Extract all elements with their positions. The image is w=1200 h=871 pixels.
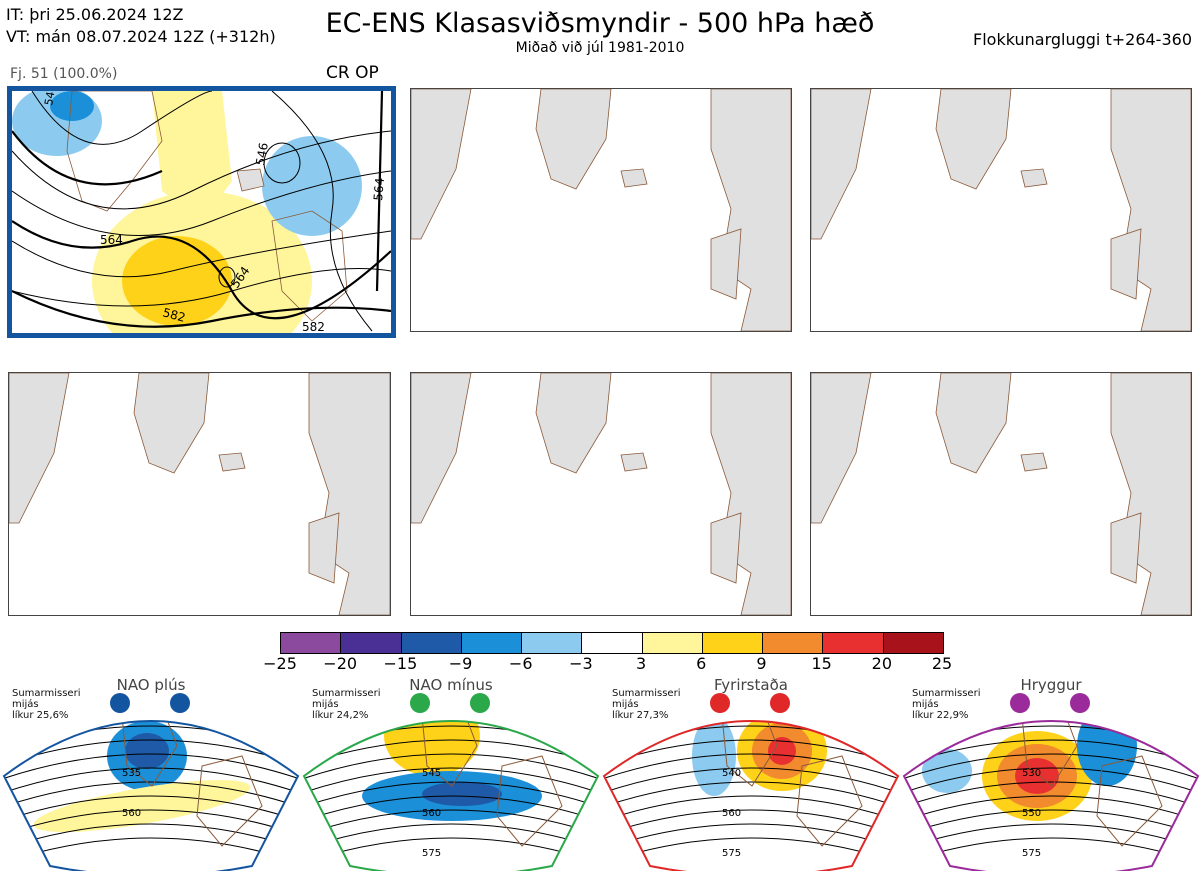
colorbar-swatch bbox=[461, 633, 523, 653]
colorbar-tick-label: 9 bbox=[756, 654, 767, 673]
colorbar-swatch bbox=[341, 633, 402, 653]
regime-note: Sumarmisseri mijás líkur 25,6% bbox=[12, 688, 81, 721]
regime-contour-label: 575 bbox=[1022, 848, 1041, 859]
regime-marker bbox=[710, 693, 730, 713]
page-subtitle: Miðað við júl 1981-2010 bbox=[515, 40, 685, 56]
regime-contour-label: 550 bbox=[1022, 808, 1041, 819]
cluster-map-4[interactable] bbox=[8, 372, 391, 616]
contour-label: 54 bbox=[42, 91, 57, 107]
colorbar-tick-label: 25 bbox=[931, 654, 953, 673]
regime-map[interactable]: 530 550 575 Hryggur Sumarmisseri mijás líkur 2… bbox=[902, 676, 1200, 871]
colorbar-tick-label: −9 bbox=[448, 654, 473, 673]
colorbar-tick-label: −6 bbox=[508, 654, 533, 673]
regime-contour-label: 575 bbox=[722, 848, 741, 859]
contour-label: 564 bbox=[371, 177, 387, 201]
classification-window: Flokkunargluggi t+264-360 bbox=[973, 30, 1192, 49]
regime-marker bbox=[1010, 693, 1030, 713]
regime-contour-label: 540 bbox=[722, 768, 741, 779]
colorbar-tick-label: −20 bbox=[323, 654, 358, 673]
page-title: EC-ENS Klasasviðsmyndir - 500 hPa hæð bbox=[325, 8, 875, 39]
valid-time: VT: mán 08.07.2024 12Z (+312h) bbox=[6, 27, 276, 46]
cluster-map-1[interactable]: 564 564 546 582 582 564 54 bbox=[7, 86, 396, 338]
regime-marker bbox=[410, 693, 430, 713]
regime-note: Sumarmisseri mijás líkur 24,2% bbox=[312, 688, 381, 721]
header-info: IT: þri 25.06.2024 12Z VT: mán 08.07.202… bbox=[6, 4, 276, 48]
regime-contour-label: 530 bbox=[1022, 768, 1041, 779]
regime-title: NAO mínus bbox=[409, 676, 493, 694]
cluster-map-6[interactable] bbox=[810, 372, 1192, 616]
initial-time: IT: þri 25.06.2024 12Z bbox=[6, 5, 184, 24]
regime-title: Fyrirstaða bbox=[714, 676, 788, 694]
contour-label: 582 bbox=[302, 320, 325, 333]
colorbar-swatch bbox=[401, 633, 462, 653]
colorbar-tick-label: 6 bbox=[696, 654, 707, 673]
regime-contour-label: 560 bbox=[422, 808, 441, 819]
colorbar-swatch bbox=[823, 633, 884, 653]
regime-map[interactable]: 540 560 575 Fyrirstaða Sumarmisseri mijás líku… bbox=[602, 676, 900, 871]
cluster-map-3[interactable] bbox=[810, 88, 1192, 332]
panel-1-tag: CR OP bbox=[326, 63, 379, 83]
colorbar-tick-label: 3 bbox=[635, 654, 647, 673]
contour-label: 582 bbox=[161, 305, 187, 324]
contour-label: 546 bbox=[253, 142, 271, 167]
colorbar-swatch bbox=[763, 633, 824, 653]
regime-contour-label: 545 bbox=[422, 768, 441, 779]
regime-marker bbox=[110, 693, 130, 713]
regime-marker bbox=[770, 693, 790, 713]
anomaly-colorbar bbox=[280, 632, 944, 654]
regime-contour-label: 535 bbox=[122, 768, 141, 779]
cluster-map-2[interactable] bbox=[410, 88, 792, 332]
regime-contour-label: 575 bbox=[422, 848, 441, 859]
panel-1-caption: Fj. 51 (100.0%) bbox=[10, 66, 118, 82]
regime-marker bbox=[1070, 693, 1090, 713]
regime-contour-label: 560 bbox=[122, 808, 141, 819]
cluster-map-5[interactable] bbox=[410, 372, 792, 616]
colorbar-tick-label: −25 bbox=[263, 654, 297, 673]
colorbar-swatch bbox=[642, 633, 703, 653]
colorbar-swatch bbox=[281, 633, 342, 653]
colorbar-swatch bbox=[702, 633, 764, 653]
regime-note: Sumarmisseri mijás líkur 27,3% bbox=[612, 688, 681, 721]
colorbar-tick-label: 20 bbox=[871, 654, 892, 673]
contour-label: 564 bbox=[100, 233, 123, 247]
regime-note: Sumarmisseri mijás líkur 22,9% bbox=[912, 688, 981, 721]
colorbar-ticks: −25 −20 −15 −9 −6 −3 3 6 9 15 20 25 bbox=[262, 654, 962, 674]
colorbar-tick-label: −15 bbox=[383, 654, 418, 673]
colorbar-swatch bbox=[883, 633, 943, 653]
regime-map[interactable]: 545 560 575 NAO mínus Sumarmisseri mijás líkur… bbox=[302, 676, 600, 871]
regime-marker bbox=[170, 693, 190, 713]
regime-marker bbox=[470, 693, 490, 713]
regime-map[interactable]: 535 560 NAO plús Sumarmisseri mijás líkur 25,… bbox=[2, 676, 300, 871]
regime-contour-label: 560 bbox=[722, 808, 741, 819]
regime-title: NAO plús bbox=[116, 676, 186, 694]
colorbar-swatch bbox=[582, 633, 643, 653]
colorbar-tick-label: −3 bbox=[569, 654, 593, 673]
regime-title: Hryggur bbox=[1020, 676, 1082, 694]
colorbar-swatch bbox=[522, 633, 583, 653]
colorbar-tick-label: 15 bbox=[811, 654, 832, 673]
